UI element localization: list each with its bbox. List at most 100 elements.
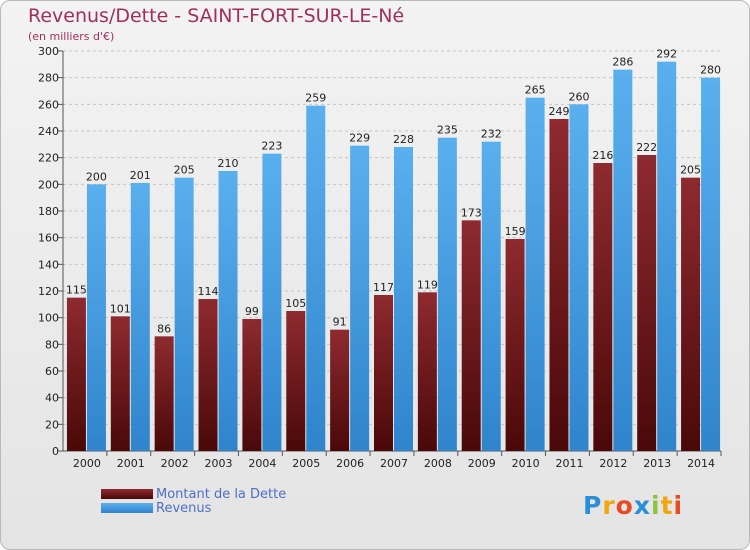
- data-label: 86: [157, 322, 171, 335]
- bar-dette: [505, 239, 525, 451]
- data-label: 159: [505, 225, 526, 238]
- bar-revenus: [394, 147, 413, 451]
- x-tick-label: 2011: [555, 457, 583, 470]
- data-label: 228: [393, 133, 414, 146]
- bar-revenus: [174, 177, 194, 451]
- data-label: 105: [285, 297, 306, 310]
- data-label: 201: [130, 169, 151, 182]
- logo-letter: o: [615, 491, 634, 520]
- data-label: 114: [198, 285, 219, 298]
- data-label: 232: [481, 128, 502, 141]
- bar-dette: [681, 177, 701, 451]
- bar-dette: [374, 295, 393, 451]
- bar-revenus: [130, 183, 150, 451]
- x-tick-label: 2002: [161, 457, 189, 470]
- logo-letter: P: [583, 491, 603, 520]
- legend-label-debt: Montant de la Dette: [156, 487, 287, 502]
- bar-revenus: [569, 104, 589, 451]
- data-label: 286: [612, 56, 633, 69]
- bar-revenus: [437, 137, 457, 451]
- data-label: 200: [86, 170, 107, 183]
- bars-layer: [66, 61, 721, 452]
- bar-dette: [286, 311, 306, 451]
- data-label: 173: [461, 206, 482, 219]
- proxiti-logo: Proxiti: [583, 491, 683, 520]
- data-label: 222: [636, 141, 657, 154]
- labels-layer: 0 20 40 60 80 100 120 140 160 180 200 220 240 260 280 3…: [38, 45, 721, 470]
- y-tick-label: 140: [38, 258, 59, 271]
- logo-letter: i: [673, 491, 684, 520]
- legend-label-revenus: Revenus: [156, 501, 212, 516]
- bar-dette: [417, 292, 437, 451]
- bar-revenus: [306, 105, 326, 452]
- x-tick-label: 2013: [643, 457, 671, 470]
- logo-letter: r: [602, 491, 616, 520]
- bar-revenus: [262, 153, 282, 451]
- bar-revenus: [613, 69, 633, 452]
- y-tick-label: 260: [38, 98, 59, 111]
- data-label: 101: [110, 302, 131, 315]
- data-label: 99: [245, 305, 259, 318]
- bar-revenus: [657, 61, 677, 452]
- x-tick-label: 2010: [512, 457, 540, 470]
- logo-letter: i: [651, 491, 661, 520]
- bar-revenus: [86, 184, 106, 452]
- x-tick-label: 2003: [205, 457, 233, 470]
- data-label: 249: [548, 105, 569, 118]
- data-label: 223: [261, 140, 282, 153]
- data-label: 205: [680, 164, 701, 177]
- bar-dette: [593, 163, 613, 451]
- bar-revenus: [350, 145, 370, 451]
- bar-revenus: [525, 97, 545, 452]
- data-label: 235: [437, 124, 458, 137]
- chart-title: Revenus/Dette - SAINT-FORT-SUR-LE-Né: [28, 5, 405, 27]
- legend-swatches: [101, 489, 153, 513]
- data-label: 260: [568, 90, 589, 103]
- bar-revenus: [218, 171, 238, 451]
- y-tick-label: 160: [38, 232, 59, 245]
- x-tick-label: 2001: [117, 457, 145, 470]
- bar-dette: [154, 336, 174, 451]
- x-tick-label: 2007: [380, 457, 408, 470]
- y-tick-label: 300: [38, 45, 59, 58]
- bar-dette: [330, 329, 350, 451]
- y-tick-label: 0: [52, 445, 59, 458]
- bar-dette: [637, 155, 657, 451]
- x-tick-label: 2008: [424, 457, 452, 470]
- x-tick-label: 2006: [336, 457, 364, 470]
- x-tick-label: 2004: [248, 457, 276, 470]
- bar-dette: [461, 220, 481, 451]
- data-label: 259: [305, 92, 326, 105]
- bar-dette: [198, 299, 218, 451]
- y-tick-label: 240: [38, 125, 59, 138]
- data-label: 119: [417, 278, 438, 291]
- data-label: 210: [218, 157, 239, 170]
- data-label: 265: [525, 84, 546, 97]
- x-tick-label: 2005: [292, 457, 320, 470]
- bar-dette: [242, 319, 262, 451]
- y-tick-label: 120: [38, 285, 59, 298]
- y-tick-label: 20: [45, 418, 59, 431]
- x-tick-label: 2000: [73, 457, 101, 470]
- bar-revenus: [481, 141, 501, 451]
- y-tick-label: 180: [38, 205, 59, 218]
- y-tick-label: 200: [38, 178, 59, 191]
- legend-swatch-revenus: [101, 503, 153, 513]
- chart-subtitle: (en milliers d'€): [28, 30, 115, 43]
- bar-dette: [66, 297, 86, 451]
- y-tick-label: 280: [38, 72, 59, 85]
- legend-swatch-debt: [101, 489, 153, 499]
- data-label: 229: [349, 132, 370, 145]
- x-tick-label: 2009: [468, 457, 496, 470]
- data-label: 115: [66, 284, 87, 297]
- data-label: 205: [174, 164, 195, 177]
- y-tick-label: 100: [38, 312, 59, 325]
- logo-letter: t: [660, 491, 674, 520]
- bar-revenus: [701, 77, 721, 452]
- data-label: 292: [656, 48, 677, 61]
- y-tick-label: 80: [45, 338, 59, 351]
- data-label: 280: [700, 64, 721, 77]
- x-tick-label: 2012: [599, 457, 627, 470]
